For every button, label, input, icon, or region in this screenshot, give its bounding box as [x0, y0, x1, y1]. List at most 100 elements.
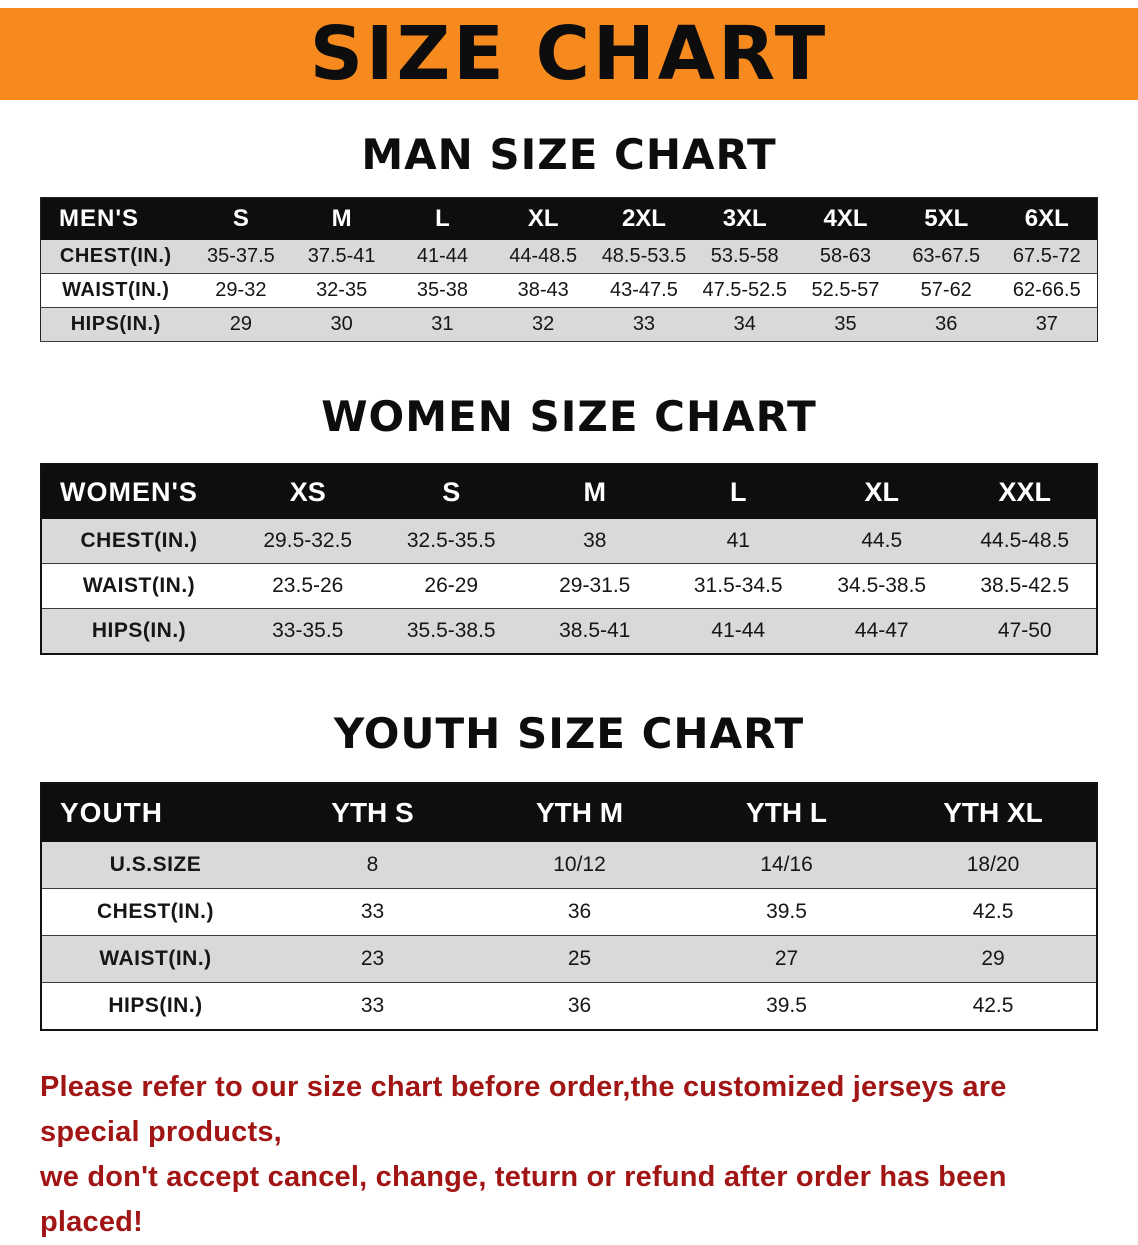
disclaimer-line-2: we don't accept cancel, change, teturn o…	[40, 1160, 1007, 1238]
size-value-cell: 48.5-53.5	[593, 240, 695, 274]
size-value-cell: 53.5-58	[694, 240, 796, 274]
size-value-cell: 29-32	[190, 273, 292, 308]
row-label: HIPS(IN.)	[40, 307, 191, 342]
size-column-header: 2XL	[593, 197, 695, 240]
size-column-header: L	[666, 464, 810, 519]
size-value-cell: 18/20	[890, 842, 1097, 889]
size-column-header: YTH S	[269, 783, 476, 842]
size-column-header: S	[190, 197, 292, 240]
size-value-cell: 35.5-38.5	[379, 608, 523, 655]
size-value-cell: 29	[190, 307, 292, 342]
size-value-cell: 33	[593, 307, 695, 342]
size-value-cell: 52.5-57	[795, 273, 896, 308]
size-value-cell: 32	[492, 307, 594, 342]
size-column-header: YTH M	[476, 783, 683, 842]
size-value-cell: 36	[476, 888, 683, 936]
size-value-cell: 36	[895, 307, 997, 342]
row-label: CHEST(IN.)	[41, 888, 269, 936]
men-corner-label: MEN'S	[40, 197, 191, 240]
size-value-cell: 38-43	[492, 273, 594, 308]
size-column-header: M	[523, 464, 667, 519]
size-value-cell: 37	[996, 307, 1098, 342]
size-value-cell: 42.5	[890, 888, 1097, 936]
size-value-cell: 10/12	[476, 842, 683, 889]
size-value-cell: 29-31.5	[523, 563, 667, 609]
size-value-cell: 67.5-72	[996, 240, 1098, 274]
size-value-cell: 23	[269, 935, 476, 983]
table-row: HIPS(IN.) 33 36 39.5 42.5	[41, 982, 1097, 1031]
size-chart-banner: SIZE CHART	[0, 8, 1138, 100]
banner-title: SIZE CHART	[309, 11, 829, 97]
table-row: U.S.SIZE 8 10/12 14/16 18/20	[41, 842, 1097, 889]
women-table-container: WOMEN'S XS S M L XL XXL CHEST(IN.) 29.5-32.5 32.5…	[40, 463, 1098, 655]
youth-section-title: YOUTH SIZE CHART	[333, 709, 805, 758]
size-value-cell: 29	[890, 935, 1097, 983]
youth-header-row: YOUTH YTH S YTH M YTH L YTH XL	[41, 783, 1097, 842]
size-column-header: L	[392, 197, 493, 240]
row-label: WAIST(IN.)	[41, 935, 269, 983]
size-column-header: 4XL	[795, 197, 896, 240]
size-value-cell: 43-47.5	[593, 273, 695, 308]
size-value-cell: 44-47	[810, 608, 954, 655]
size-value-cell: 42.5	[890, 982, 1097, 1031]
size-value-cell: 29.5-32.5	[236, 519, 380, 564]
size-value-cell: 41-44	[392, 240, 493, 274]
women-size-table: WOMEN'S XS S M L XL XXL CHEST(IN.) 29.5-32.5 32.5…	[40, 463, 1098, 655]
youth-corner-label: YOUTH	[41, 783, 269, 842]
table-row: HIPS(IN.) 29 30 31 32 33 34 35 36 37	[40, 307, 1098, 342]
size-column-header: 3XL	[694, 197, 796, 240]
size-column-header: YTH XL	[890, 783, 1097, 842]
row-label: HIPS(IN.)	[41, 982, 269, 1031]
men-section-title: MAN SIZE CHART	[361, 130, 777, 179]
size-value-cell: 41-44	[666, 608, 810, 655]
size-value-cell: 33	[269, 888, 476, 936]
youth-table-container: YOUTH YTH S YTH M YTH L YTH XL U.S.SIZE 8 10/12…	[40, 782, 1098, 1031]
size-column-header: 6XL	[996, 197, 1098, 240]
size-column-header: XL	[810, 464, 954, 519]
size-column-header: M	[291, 197, 393, 240]
size-value-cell: 23.5-26	[236, 563, 380, 609]
table-row: CHEST(IN.) 29.5-32.5 32.5-35.5 38 41 44.5 44.5…	[41, 519, 1097, 564]
row-label: CHEST(IN.)	[40, 240, 191, 274]
size-value-cell: 38	[523, 519, 667, 564]
row-label: U.S.SIZE	[41, 842, 269, 889]
size-column-header: S	[379, 464, 523, 519]
row-label: WAIST(IN.)	[41, 563, 236, 609]
men-table-container: MEN'S S M L XL 2XL 3XL 4XL 5XL 6XL CHEST(IN.) 35-37…	[40, 197, 1098, 342]
size-value-cell: 39.5	[683, 888, 890, 936]
size-value-cell: 38.5-41	[523, 608, 667, 655]
size-column-header: XXL	[953, 464, 1097, 519]
size-value-cell: 35	[795, 307, 896, 342]
size-value-cell: 38.5-42.5	[953, 563, 1097, 609]
size-value-cell: 58-63	[795, 240, 896, 274]
size-value-cell: 63-67.5	[895, 240, 997, 274]
women-header-row: WOMEN'S XS S M L XL XXL	[41, 464, 1097, 519]
size-value-cell: 44-48.5	[492, 240, 594, 274]
size-value-cell: 26-29	[379, 563, 523, 609]
youth-size-table: YOUTH YTH S YTH M YTH L YTH XL U.S.SIZE 8 10/12…	[40, 782, 1098, 1031]
size-value-cell: 47-50	[953, 608, 1097, 655]
size-column-header: 5XL	[895, 197, 997, 240]
size-value-cell: 31	[392, 307, 493, 342]
table-row: WAIST(IN.) 23.5-26 26-29 29-31.5 31.5-34.5 34…	[41, 563, 1097, 609]
size-column-header: YTH L	[683, 783, 890, 842]
size-value-cell: 8	[269, 842, 476, 889]
size-value-cell: 35-38	[392, 273, 493, 308]
size-column-header: XL	[492, 197, 594, 240]
size-value-cell: 34.5-38.5	[810, 563, 954, 609]
table-row: WAIST(IN.) 29-32 32-35 35-38 38-43 43-47.5 47.…	[40, 273, 1098, 308]
row-label: WAIST(IN.)	[40, 273, 191, 308]
women-section-title: WOMEN SIZE CHART	[321, 392, 817, 441]
size-value-cell: 14/16	[683, 842, 890, 889]
size-value-cell: 41	[666, 519, 810, 564]
size-value-cell: 32.5-35.5	[379, 519, 523, 564]
row-label: CHEST(IN.)	[41, 519, 236, 564]
men-header-row: MEN'S S M L XL 2XL 3XL 4XL 5XL 6XL	[40, 197, 1098, 240]
size-value-cell: 47.5-52.5	[694, 273, 796, 308]
table-row: CHEST(IN.) 35-37.5 37.5-41 41-44 44-48.5 48.5…	[40, 240, 1098, 274]
size-value-cell: 44.5	[810, 519, 954, 564]
women-corner-label: WOMEN'S	[41, 464, 236, 519]
size-value-cell: 35-37.5	[190, 240, 292, 274]
size-value-cell: 30	[291, 307, 393, 342]
row-label: HIPS(IN.)	[41, 608, 236, 655]
